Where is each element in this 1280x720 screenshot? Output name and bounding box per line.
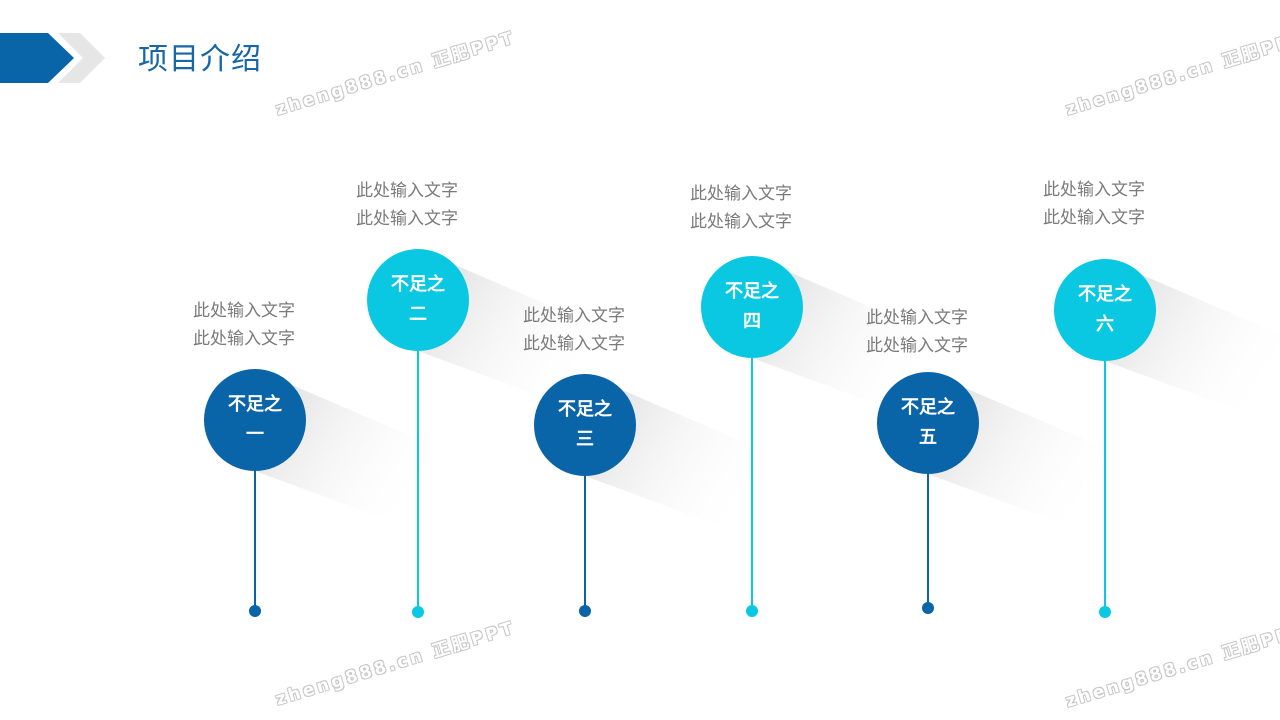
timeline-dot: [412, 606, 424, 618]
timeline-dot: [579, 605, 591, 617]
item-circle-5: 不足之五: [877, 372, 979, 474]
description-text: 此处输入文字 此处输入文字: [837, 304, 997, 360]
circle-label: 不足之: [391, 274, 445, 295]
timeline-dot: [922, 602, 934, 614]
timeline-dot: [1099, 606, 1111, 618]
description-text: 此处输入文字 此处输入文字: [494, 302, 654, 358]
description-line: 此处输入文字: [690, 212, 792, 232]
item-circle-4: 不足之四: [701, 256, 803, 358]
circle-label: 二: [409, 304, 427, 325]
description-text: 此处输入文字 此处输入文字: [661, 180, 821, 236]
item-circle-6: 不足之六: [1054, 259, 1156, 361]
circle-label: 不足之: [725, 281, 779, 302]
description-line: 此处输入文字: [193, 329, 295, 349]
circle-label: 不足之: [901, 397, 955, 418]
circle-label: 六: [1096, 314, 1114, 335]
header-chevron-gray: [58, 33, 105, 83]
circle-label: 不足之: [1078, 284, 1132, 305]
description-line: 此处输入文字: [866, 308, 968, 328]
item-circle-3: 不足之三: [534, 374, 636, 476]
header-chevron-blue: [0, 33, 74, 83]
description-line: 此处输入文字: [523, 306, 625, 326]
description-line: 此处输入文字: [1043, 180, 1145, 200]
description-text: 此处输入文字 此处输入文字: [164, 297, 324, 353]
description-line: 此处输入文字: [690, 184, 792, 204]
description-line: 此处输入文字: [193, 301, 295, 321]
circle-label: 不足之: [558, 399, 612, 420]
timeline-dot: [249, 605, 261, 617]
description-text: 此处输入文字 此处输入文字: [1014, 176, 1174, 232]
description-line: 此处输入文字: [866, 336, 968, 356]
circle-label: 不足之: [228, 394, 282, 415]
description-line: 此处输入文字: [356, 181, 458, 201]
description-line: 此处输入文字: [356, 209, 458, 229]
circle-label: 五: [919, 427, 937, 448]
circle-label: 三: [576, 429, 594, 450]
description-line: 此处输入文字: [523, 334, 625, 354]
description-text: 此处输入文字 此处输入文字: [327, 177, 487, 233]
circle-label: 四: [743, 311, 761, 332]
item-circle-2: 不足之二: [367, 249, 469, 351]
circle-label: 一: [246, 424, 264, 445]
item-circle-1: 不足之一: [204, 369, 306, 471]
timeline-dot: [746, 605, 758, 617]
description-line: 此处输入文字: [1043, 208, 1145, 228]
page-title: 项目介绍: [138, 42, 262, 77]
